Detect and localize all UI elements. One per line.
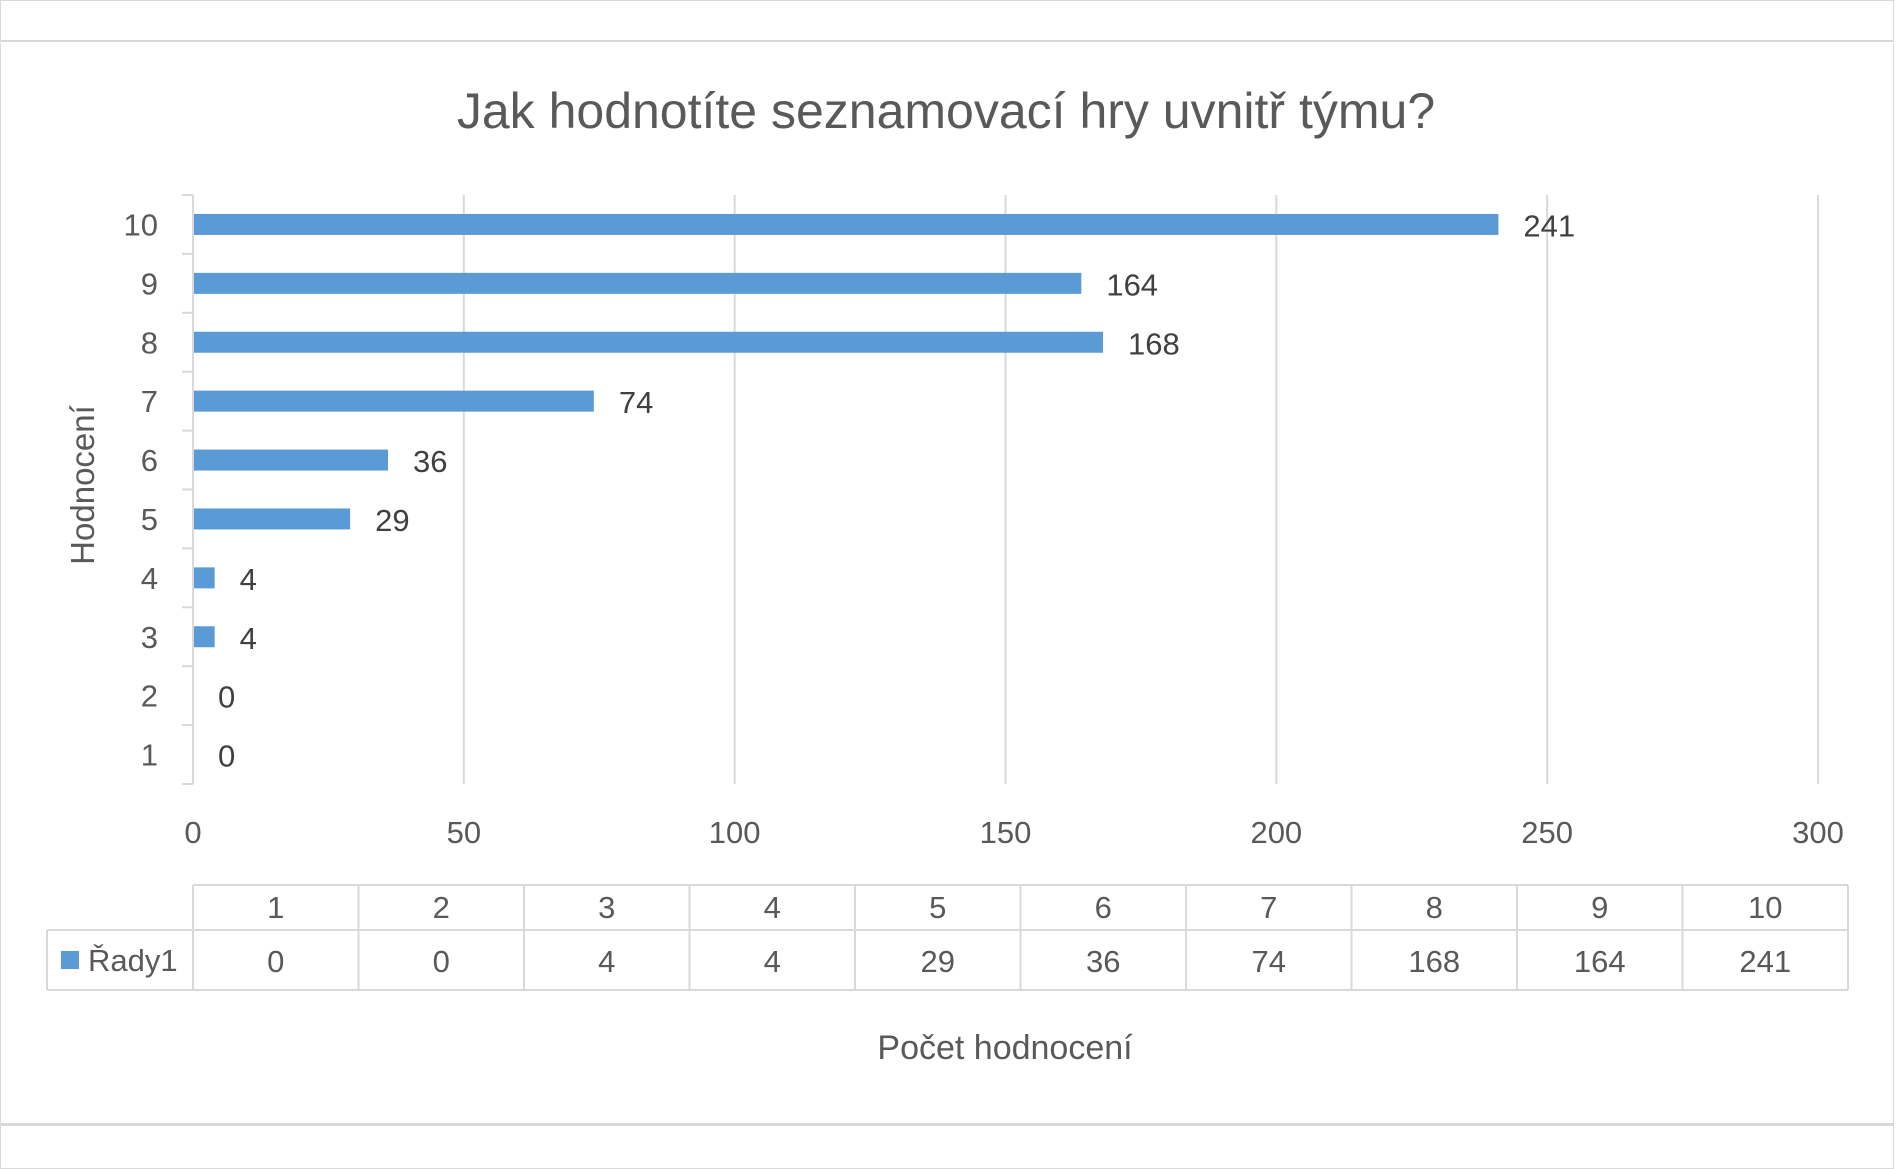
data-label-8: 168: [1128, 326, 1180, 361]
bar-7: [194, 390, 594, 412]
x-tick-label: 0: [184, 815, 201, 850]
x-tick-label: 50: [447, 815, 481, 850]
table-header-2: 2: [433, 890, 450, 925]
x-tick-labels: 0 50 100 150 200 250 300: [184, 815, 1843, 850]
bar-10: [194, 213, 1499, 235]
x-tick-label: 300: [1792, 815, 1844, 850]
table-header-5: 5: [929, 890, 946, 925]
table-value-6: 36: [1086, 944, 1120, 979]
y-tick-label-5: 5: [141, 502, 158, 537]
table-value-2: 0: [433, 944, 450, 979]
y-tick-label-1: 1: [141, 738, 158, 773]
y-tick-label-8: 8: [141, 325, 158, 360]
category-axis: [182, 194, 194, 785]
table-value-3: 4: [598, 944, 615, 979]
chart-title: Jak hodnotíte seznamovací hry uvnitř tým…: [457, 83, 1435, 139]
table-value-9: 164: [1574, 944, 1626, 979]
y-tick-label-2: 2: [141, 679, 158, 714]
bar-8: [194, 331, 1103, 353]
chart-area-frame: [0, 43, 1894, 1123]
y-tick-label-3: 3: [141, 620, 158, 655]
table-header-7: 7: [1260, 890, 1277, 925]
table-header-9: 9: [1591, 890, 1608, 925]
table-header-6: 6: [1095, 890, 1112, 925]
table-value-7: 74: [1252, 944, 1286, 979]
data-label-1: 0: [218, 739, 235, 774]
table-header-4: 4: [764, 890, 781, 925]
table-header-8: 8: [1426, 890, 1443, 925]
data-label-5: 29: [375, 503, 409, 538]
y-tick-labels: 1 2 3 4 5 6 7 8 9 10: [124, 207, 158, 772]
x-axis-title: Počet hodnocení: [877, 1029, 1133, 1067]
y-tick-label-7: 7: [141, 384, 158, 419]
table-header-3: 3: [598, 890, 615, 925]
table-header-10: 10: [1748, 890, 1782, 925]
table-value-5: 29: [921, 944, 955, 979]
data-label-6: 36: [413, 444, 447, 479]
data-label-9: 164: [1106, 267, 1158, 302]
bar-3: [194, 626, 215, 648]
bar-5: [194, 508, 351, 530]
legend-key: [61, 951, 79, 969]
x-tick-label: 200: [1250, 815, 1302, 850]
bar-4: [194, 567, 215, 589]
y-tick-label-10: 10: [124, 207, 158, 242]
bars: [194, 213, 1499, 648]
table-value-4: 4: [764, 944, 781, 979]
y-axis-title: Hodnocení: [64, 405, 101, 565]
table-header-1: 1: [267, 890, 284, 925]
table-value-8: 168: [1408, 944, 1460, 979]
x-tick-label: 250: [1521, 815, 1573, 850]
data-label-10: 241: [1523, 208, 1575, 243]
table-value-1: 0: [267, 944, 284, 979]
data-label-4: 4: [240, 562, 257, 597]
y-tick-label-6: 6: [141, 443, 158, 478]
y-tick-label-9: 9: [141, 266, 158, 301]
bar-9: [194, 272, 1082, 294]
y-tick-label-4: 4: [141, 561, 158, 596]
x-tick-label: 100: [709, 815, 761, 850]
x-tick-label: 150: [980, 815, 1032, 850]
table-value-10: 241: [1739, 944, 1791, 979]
legend-series-name: Řady1: [88, 943, 178, 978]
window-top-strip: [0, 0, 1894, 42]
data-label-2: 0: [218, 680, 235, 715]
data-label-7: 74: [619, 385, 653, 420]
data-label-3: 4: [240, 621, 257, 656]
bar-6: [194, 449, 388, 471]
